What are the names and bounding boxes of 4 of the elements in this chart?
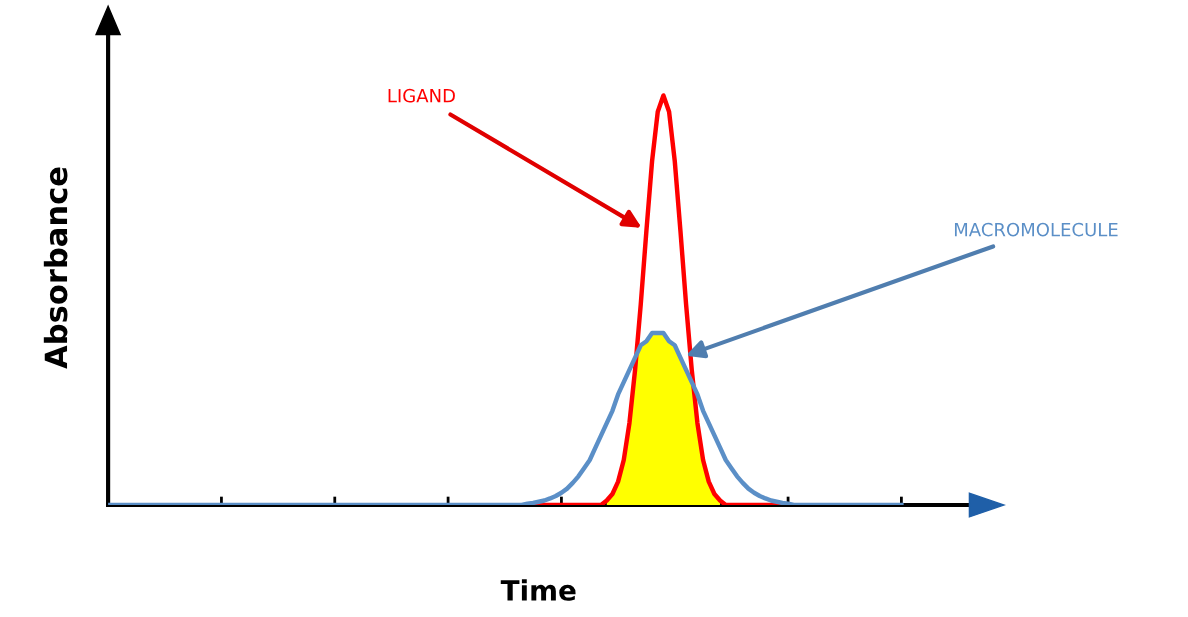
annotation: LIGAND bbox=[388, 88, 455, 103]
text: MACROMOLECULE bbox=[954, 222, 1118, 237]
y-axis-title: Absorbance bbox=[43, 167, 68, 369]
x-axis-title: Time bbox=[500, 579, 576, 601]
